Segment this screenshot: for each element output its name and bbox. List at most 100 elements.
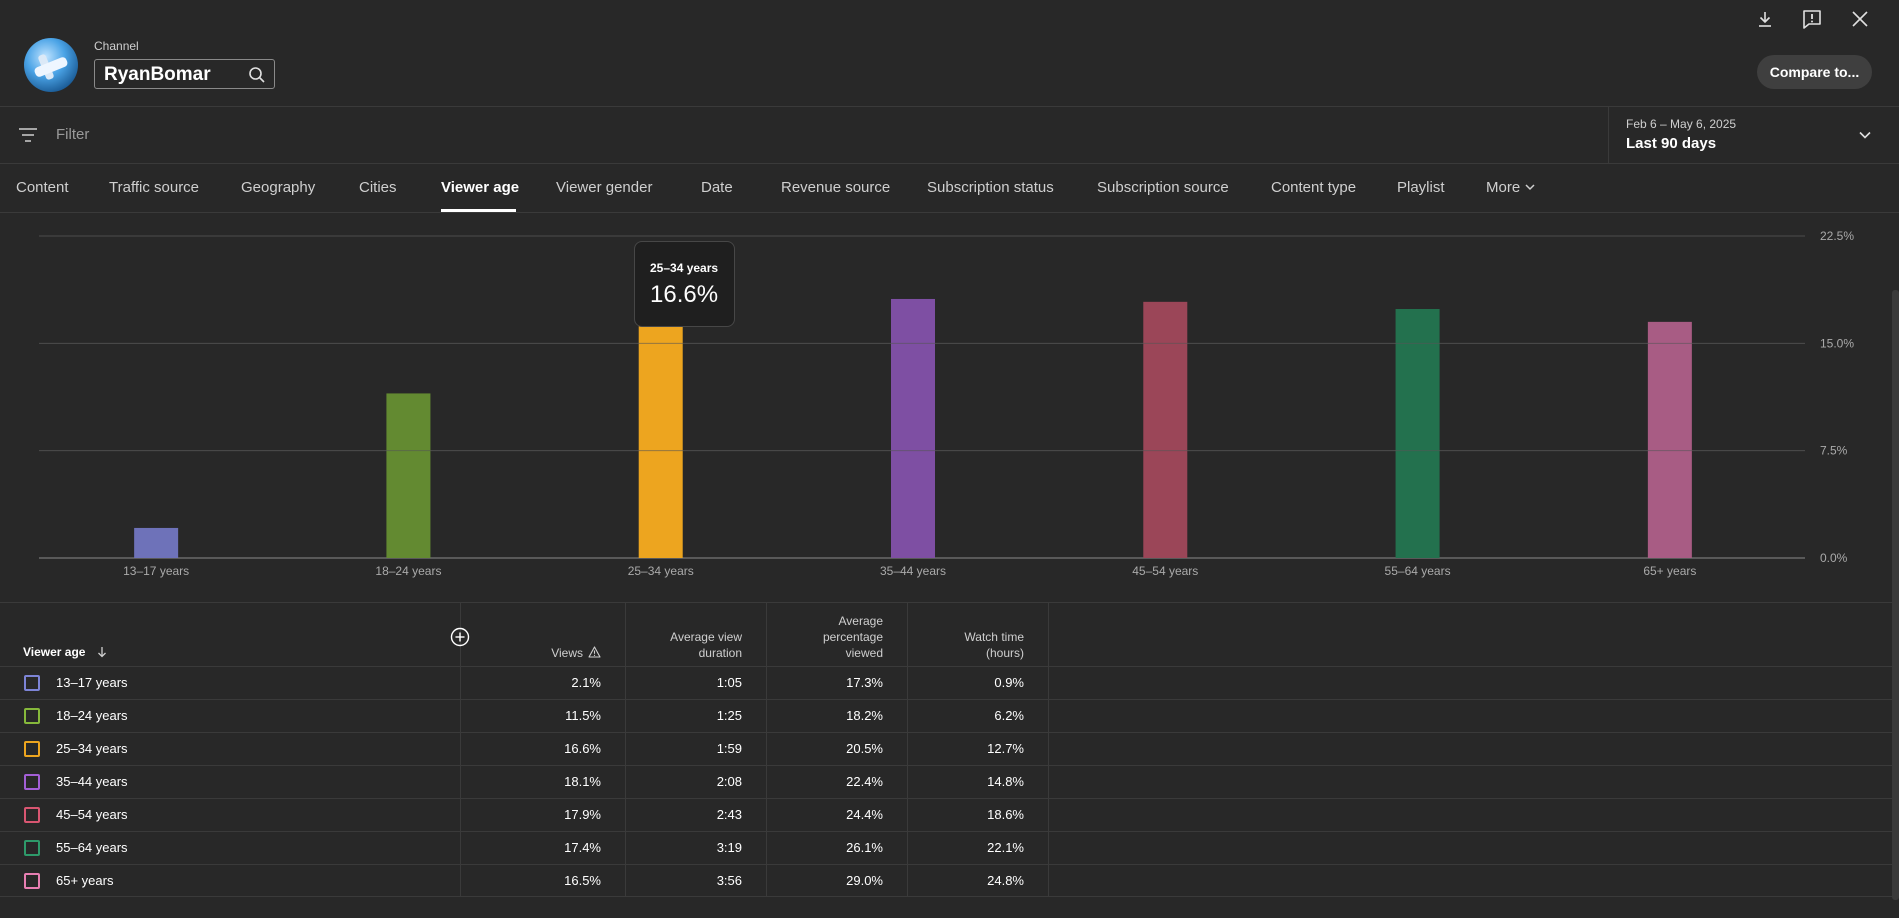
dimension-tabs: Content Traffic source Geography Cities … xyxy=(0,164,1899,213)
tab-geography[interactable]: Geography xyxy=(241,179,316,196)
column-divider xyxy=(1048,603,1049,897)
header-line: duration xyxy=(698,646,742,660)
tab-subscription-status[interactable]: Subscription status xyxy=(927,179,1054,196)
series-checkbox[interactable] xyxy=(24,675,40,691)
cell-views: 2.1% xyxy=(571,675,601,690)
cell-average-percentage-viewed: 29.0% xyxy=(846,873,883,888)
table-row[interactable]: 35–44 years 18.1% 2:08 22.4% 14.8% xyxy=(0,765,1899,798)
search-icon[interactable] xyxy=(248,66,266,84)
sort-arrow-down-icon[interactable] xyxy=(96,646,108,658)
date-range-text: Feb 6 – May 6, 2025 xyxy=(1626,117,1737,131)
cell-average-view-duration: 1:25 xyxy=(716,708,742,723)
cell-average-percentage-viewed: 24.4% xyxy=(846,807,883,822)
date-range-label: Last 90 days xyxy=(1626,135,1717,152)
header-watch-time[interactable]: Watch time (hours) xyxy=(964,629,1024,661)
header-viewer-age[interactable]: Viewer age xyxy=(23,645,86,659)
header-average-percentage-viewed[interactable]: Average percentage viewed xyxy=(823,613,883,661)
header-line: percentage xyxy=(822,630,883,644)
add-column-icon[interactable] xyxy=(450,627,470,647)
bar-18-24-years[interactable] xyxy=(386,393,431,558)
bar-55-64-years[interactable] xyxy=(1395,308,1440,558)
cell-average-view-duration: 3:56 xyxy=(716,873,742,888)
series-checkbox[interactable] xyxy=(24,774,40,790)
channel-selector[interactable]: RyanBomar xyxy=(94,59,275,89)
y-tick-label: 7.5% xyxy=(1820,444,1848,458)
tab-cities[interactable]: Cities xyxy=(359,179,397,196)
tooltip-category: 25–34 years xyxy=(650,261,719,275)
cell-watch-time: 6.2% xyxy=(994,708,1024,723)
feedback-icon[interactable] xyxy=(1799,6,1825,32)
active-tab-indicator xyxy=(441,209,516,212)
filter-icon[interactable] xyxy=(17,126,39,144)
bar-13-17-years[interactable] xyxy=(134,527,179,558)
filter-bar: Filter Feb 6 – May 6, 2025 Last 90 days xyxy=(0,107,1899,164)
tab-subscription-source[interactable]: Subscription source xyxy=(1097,179,1229,196)
table-row[interactable]: 45–54 years 17.9% 2:43 24.4% 18.6% xyxy=(0,798,1899,831)
header-line: viewed xyxy=(845,646,883,660)
cell-average-percentage-viewed: 26.1% xyxy=(846,840,883,855)
table-row[interactable]: 18–24 years 11.5% 1:25 18.2% 6.2% xyxy=(0,699,1899,732)
vertical-scrollbar[interactable] xyxy=(1892,290,1899,900)
x-tick-label: 18–24 years xyxy=(375,564,441,578)
bar-65plus-years[interactable] xyxy=(1647,321,1692,558)
cell-watch-time: 12.7% xyxy=(987,741,1024,756)
header-line: Average xyxy=(838,614,883,628)
header: Channel RyanBomar Compare to... xyxy=(0,0,1899,107)
series-checkbox[interactable] xyxy=(24,807,40,823)
tab-viewer-gender[interactable]: Viewer gender xyxy=(556,179,653,196)
bar-45-54-years[interactable] xyxy=(1143,301,1188,558)
table-row[interactable]: 55–64 years 17.4% 3:19 26.1% 22.1% xyxy=(0,831,1899,864)
header-average-view-duration[interactable]: Average view duration xyxy=(670,629,742,661)
x-tick-label: 45–54 years xyxy=(1132,564,1198,578)
header-line: (hours) xyxy=(985,646,1024,660)
tab-content-type[interactable]: Content type xyxy=(1271,179,1357,196)
channel-name: RyanBomar xyxy=(104,64,211,85)
series-checkbox[interactable] xyxy=(24,873,40,889)
tab-playlist[interactable]: Playlist xyxy=(1397,179,1445,196)
y-tick-label: 15.0% xyxy=(1820,336,1854,350)
header-line: Average view xyxy=(670,630,742,644)
column-divider xyxy=(907,603,908,897)
close-icon[interactable] xyxy=(1847,6,1873,32)
row-label: 25–34 years xyxy=(56,741,128,756)
channel-avatar[interactable] xyxy=(24,38,78,92)
tab-more[interactable]: More xyxy=(1486,179,1536,196)
tab-revenue-source[interactable]: Revenue source xyxy=(781,179,891,196)
x-tick-label: 13–17 years xyxy=(123,564,189,578)
download-icon[interactable] xyxy=(1752,6,1778,32)
cell-average-view-duration: 1:05 xyxy=(716,675,742,690)
row-label: 18–24 years xyxy=(56,708,128,723)
table-row[interactable]: 13–17 years 2.1% 1:05 17.3% 0.9% xyxy=(0,666,1899,699)
tab-traffic-source[interactable]: Traffic source xyxy=(109,179,200,196)
tab-content[interactable]: Content xyxy=(16,179,69,196)
row-label: 35–44 years xyxy=(56,774,128,789)
table-row[interactable]: 25–34 years 16.6% 1:59 20.5% 12.7% xyxy=(0,732,1899,765)
bar-35-44-years[interactable] xyxy=(891,298,935,558)
cell-average-view-duration: 2:08 xyxy=(716,774,742,789)
tab-more-label: More xyxy=(1486,179,1521,196)
channel-label: Channel xyxy=(94,39,139,53)
cell-watch-time: 24.8% xyxy=(987,873,1024,888)
tab-viewer-age[interactable]: Viewer age xyxy=(441,179,520,196)
cell-average-percentage-viewed: 20.5% xyxy=(846,741,883,756)
cell-watch-time: 22.1% xyxy=(987,840,1024,855)
table-row[interactable]: 65+ years 16.5% 3:56 29.0% 24.8% xyxy=(0,864,1899,897)
series-checkbox[interactable] xyxy=(24,708,40,724)
x-tick-label: 65+ years xyxy=(1643,564,1696,578)
header-views[interactable]: Views xyxy=(551,645,601,661)
y-tick-label: 22.5% xyxy=(1820,229,1854,243)
bar-25-34-years[interactable] xyxy=(638,320,683,558)
series-checkbox[interactable] xyxy=(24,840,40,856)
filter-input[interactable]: Filter xyxy=(56,126,90,143)
chevron-down-icon[interactable] xyxy=(1857,127,1873,143)
cell-average-view-duration: 3:19 xyxy=(716,840,742,855)
chevron-down-icon xyxy=(1525,184,1535,191)
cell-views: 11.5% xyxy=(565,708,601,723)
tab-date[interactable]: Date xyxy=(701,179,733,196)
compare-button[interactable]: Compare to... xyxy=(1757,55,1872,89)
x-tick-label: 25–34 years xyxy=(628,564,694,578)
warning-icon[interactable] xyxy=(588,646,601,658)
date-range-selector[interactable]: Feb 6 – May 6, 2025 Last 90 days xyxy=(1608,107,1899,164)
cell-average-view-duration: 2:43 xyxy=(716,807,742,822)
series-checkbox[interactable] xyxy=(24,741,40,757)
